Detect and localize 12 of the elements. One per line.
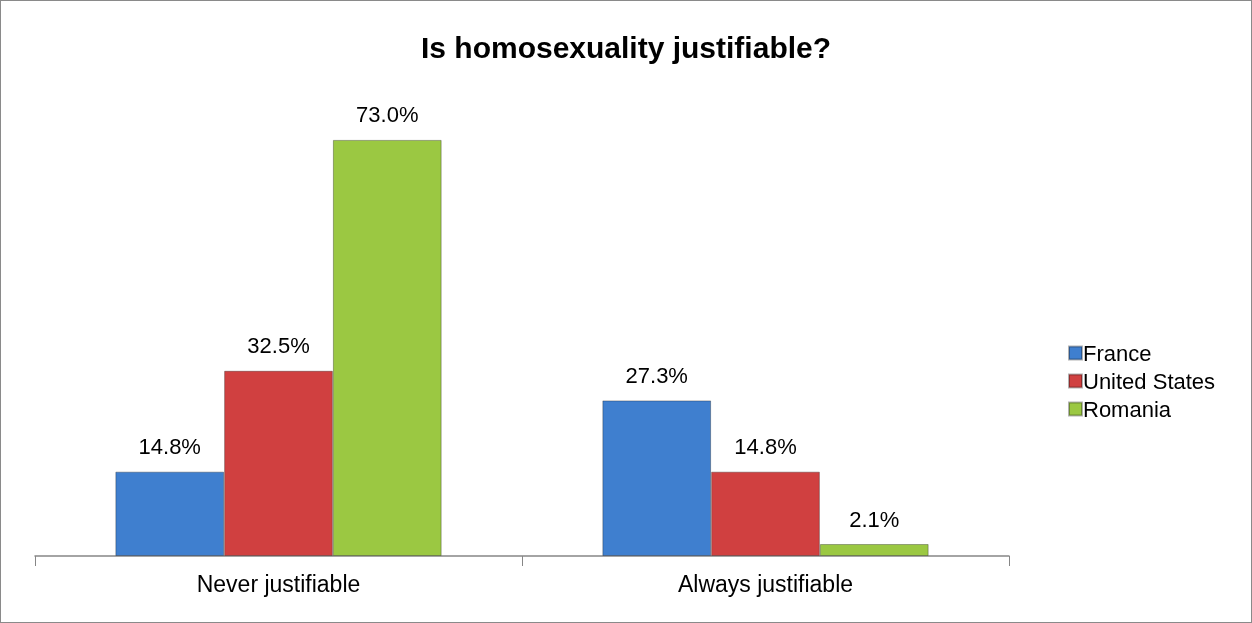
data-label: 14.8% [138, 434, 201, 460]
legend-label: Romania [1083, 396, 1172, 422]
data-label: 32.5% [247, 333, 310, 359]
data-label: 14.8% [734, 434, 797, 460]
chart-title: Is homosexuality justifiable? [420, 30, 832, 64]
data-label: 73.0% [356, 102, 419, 128]
x-tick-label: Always justifiable [677, 570, 854, 597]
data-label: 27.3% [625, 362, 688, 388]
x-tick-label: Never justifiable [196, 570, 361, 597]
data-label: 2.1% [849, 506, 900, 532]
legend-label: United States [1083, 368, 1216, 394]
legend-label: France [1083, 340, 1152, 366]
